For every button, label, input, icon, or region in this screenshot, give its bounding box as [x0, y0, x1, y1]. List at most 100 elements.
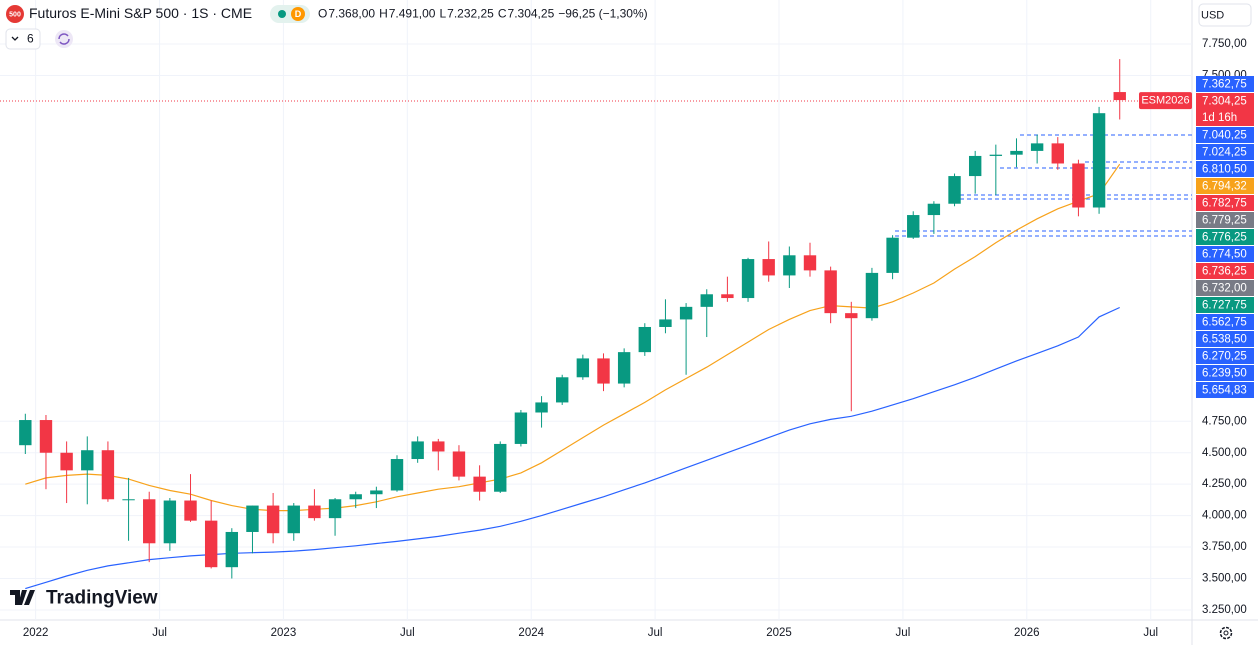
price-label-countdown: 1d 16h	[1202, 112, 1237, 124]
candle-body	[1113, 92, 1126, 101]
candle-body	[39, 420, 53, 453]
market-open-dot	[278, 10, 286, 18]
candle-body	[452, 451, 466, 477]
price-label	[1196, 195, 1254, 211]
candle-body	[535, 402, 548, 413]
delayed-badge-text: D	[295, 9, 302, 19]
price-label-text: 6.776,25	[1202, 232, 1247, 244]
candle-body	[432, 441, 445, 452]
price-label	[1196, 297, 1254, 313]
candle-body	[370, 490, 383, 495]
candle-body	[60, 452, 73, 471]
price-label-text: 6.736,25	[1202, 266, 1247, 278]
currency-button[interactable]	[1198, 3, 1252, 27]
price-label-text: 7.362,75	[1202, 79, 1247, 91]
x-tick-label: Jul	[1143, 627, 1158, 639]
x-tick-label: 2023	[271, 627, 297, 639]
price-label	[1196, 314, 1254, 330]
y-tick-label: 4.500,00	[1202, 447, 1247, 459]
price-label	[1196, 144, 1254, 160]
indicators-toggle[interactable]	[5, 28, 41, 50]
refresh-button[interactable]	[55, 30, 73, 48]
x-tick-label: Jul	[400, 627, 415, 639]
price-label-text: 6.239,50	[1202, 368, 1247, 380]
candle-body	[721, 294, 734, 299]
y-tick-label: 4.000,00	[1202, 510, 1247, 522]
grid	[0, 0, 1192, 620]
tradingview-logo: TradingView	[46, 588, 158, 609]
price-label	[1196, 229, 1254, 245]
price-label-text: 6.732,00	[1202, 283, 1247, 295]
ohlc-value: 7.232,25	[447, 7, 494, 21]
price-label	[1196, 331, 1254, 347]
candle-body	[1051, 143, 1064, 164]
price-label-text: 6.810,50	[1202, 164, 1247, 176]
candle-body	[845, 313, 858, 319]
x-tick-label: Jul	[648, 627, 663, 639]
price-label-text: 6.270,25	[1202, 351, 1247, 363]
settings-icon[interactable]	[1219, 626, 1233, 640]
candle-body	[266, 505, 280, 534]
candle-body	[556, 377, 569, 403]
x-tick-label: 2026	[1014, 627, 1040, 639]
candle-body	[638, 326, 651, 353]
indicators-count: 6	[27, 32, 34, 46]
chevron-icon	[11, 36, 19, 41]
price-label-text: 7.304,25	[1202, 96, 1247, 108]
candle-body	[204, 520, 218, 568]
candle-body	[679, 306, 693, 320]
ohlc-label: L	[439, 7, 446, 21]
price-label-text: 6.727,75	[1202, 300, 1247, 312]
candle-body	[741, 259, 755, 299]
price-label-text: 6.562,75	[1202, 317, 1247, 329]
moving-average	[25, 163, 1121, 512]
x-tick-label: Jul	[896, 627, 911, 639]
y-tick-label: 4.250,00	[1202, 478, 1247, 490]
x-tick-label: 2025	[766, 627, 792, 639]
candle-body	[700, 294, 713, 307]
ohlc-label: H	[379, 7, 388, 21]
refresh-icon	[58, 33, 70, 45]
candle-body	[411, 441, 424, 460]
price-label	[1196, 161, 1254, 177]
plot	[19, 59, 1126, 590]
price-label-text: 6.782,75	[1202, 198, 1247, 210]
candle-body	[989, 154, 1003, 156]
candle-body	[349, 494, 362, 500]
candle-body	[1092, 113, 1106, 208]
candle-body	[907, 215, 920, 238]
price-label	[1196, 348, 1254, 364]
x-tick-label: Jul	[152, 627, 167, 639]
price-label-text: 6.774,50	[1202, 249, 1247, 261]
candle-body	[783, 255, 796, 276]
candle-body	[824, 270, 837, 314]
candle-body	[101, 450, 115, 500]
price-label	[1196, 280, 1254, 296]
tradingview-logo-icon	[10, 590, 35, 605]
candle-body	[19, 420, 32, 446]
candle-body	[390, 459, 404, 491]
settings-icon-center	[1223, 630, 1229, 636]
candle-body	[308, 505, 321, 519]
candle-body	[597, 358, 610, 384]
candle-body	[494, 443, 507, 492]
symbol-title[interactable]: Futuros E-Mini S&P 500 · 1S · CME	[29, 5, 252, 21]
candle-body	[927, 203, 941, 216]
price-label	[1196, 246, 1254, 262]
x-tick-label: 2024	[518, 627, 544, 639]
candle-body	[803, 255, 817, 271]
candle-body	[514, 412, 528, 444]
candle-body	[246, 505, 259, 532]
candle-body	[1010, 150, 1023, 155]
ohlc-label: C	[498, 7, 507, 21]
candle-body	[1072, 163, 1085, 208]
price-label-text: 6.538,50	[1202, 334, 1247, 346]
candle-body	[163, 500, 177, 544]
y-tick-label: 3.250,00	[1202, 604, 1247, 616]
candle-body	[659, 319, 672, 327]
ohlc: O 7.368,00 H 7.491,00 L 7.232,25 C 7.304,25 −96,…	[318, 7, 648, 21]
symbol-badge	[1139, 92, 1192, 110]
symbol-icon-text: 500	[9, 11, 21, 18]
price-label-text: 6.794,32	[1202, 181, 1247, 193]
